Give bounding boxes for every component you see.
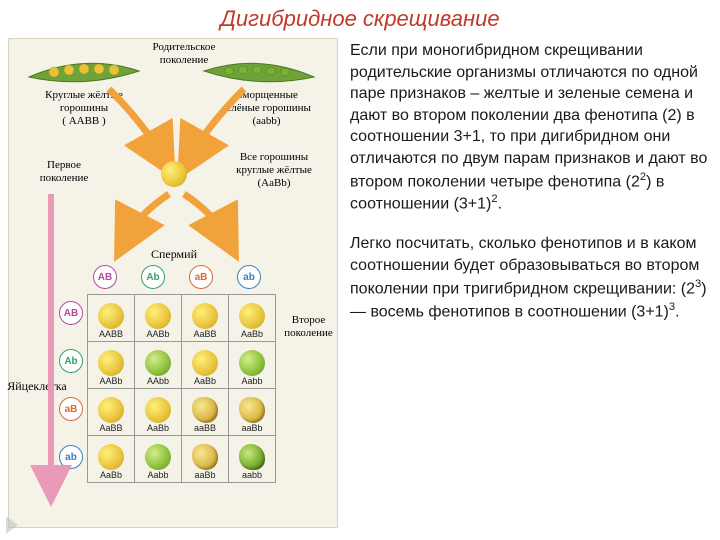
punnett-cell-3-0: AaBb <box>88 436 135 483</box>
paragraph-1: Если при моногибридном скрещивании родит… <box>350 40 710 215</box>
slide-corner-icon <box>6 516 18 534</box>
punnett-cell-0-2: AaBB <box>182 295 229 342</box>
punnett-cell-0-3: AaBb <box>229 295 276 342</box>
paragraph-2: Легко посчитать, сколько фенотипов и в к… <box>350 233 710 322</box>
gamete-sperm-aB: aB <box>189 265 213 289</box>
text-column: Если при моногибридном скрещивании родит… <box>350 40 710 340</box>
gamete-sperm-Ab: Ab <box>141 265 165 289</box>
gamete-sperm-ab: ab <box>237 265 261 289</box>
punnett-cell-2-0: AaBB <box>88 389 135 436</box>
punnett-cell-1-0: AABb <box>88 342 135 389</box>
punnett-cell-1-2: AaBb <box>182 342 229 389</box>
arrow-egg-long <box>37 194 67 499</box>
punnett-cell-0-0: AABB <box>88 295 135 342</box>
punnett-cell-1-1: AAbb <box>135 342 182 389</box>
punnett-cell-3-2: aaBb <box>182 436 229 483</box>
punnett-cell-2-2: aaBB <box>182 389 229 436</box>
diagram-panel: Родительскоепоколение Круглые жёлтыегоро… <box>8 38 338 528</box>
label-sperm: Спермий <box>129 247 219 261</box>
punnett-cell-3-3: aabb <box>229 436 276 483</box>
label-first-gen: Первоепоколение <box>19 159 109 185</box>
arrow-f1-left <box>119 189 174 249</box>
punnett-cell-1-3: Aabb <box>229 342 276 389</box>
arrow-f1-right <box>179 189 234 249</box>
gamete-sperm-AB: AB <box>93 265 117 289</box>
pea-f1 <box>161 161 187 187</box>
label-f1-desc: Все горошиныкруглые жёлтые(AaBb) <box>219 151 329 191</box>
pod-parent1 <box>24 59 144 87</box>
page-title: Дигибридное скрещивание <box>0 6 720 32</box>
punnett-cell-2-3: aaBb <box>229 389 276 436</box>
punnett-cell-0-1: AABb <box>135 295 182 342</box>
arrow-p1-f1 <box>104 84 174 169</box>
label-second-gen: Второепоколение <box>281 314 336 340</box>
pod-parent2 <box>199 59 319 87</box>
punnett-square: AABBAABbAaBBAaBbAABbAAbbAaBbAabbAaBBAaBb… <box>87 294 276 483</box>
punnett-cell-2-1: AaBb <box>135 389 182 436</box>
punnett-cell-3-1: Aabb <box>135 436 182 483</box>
